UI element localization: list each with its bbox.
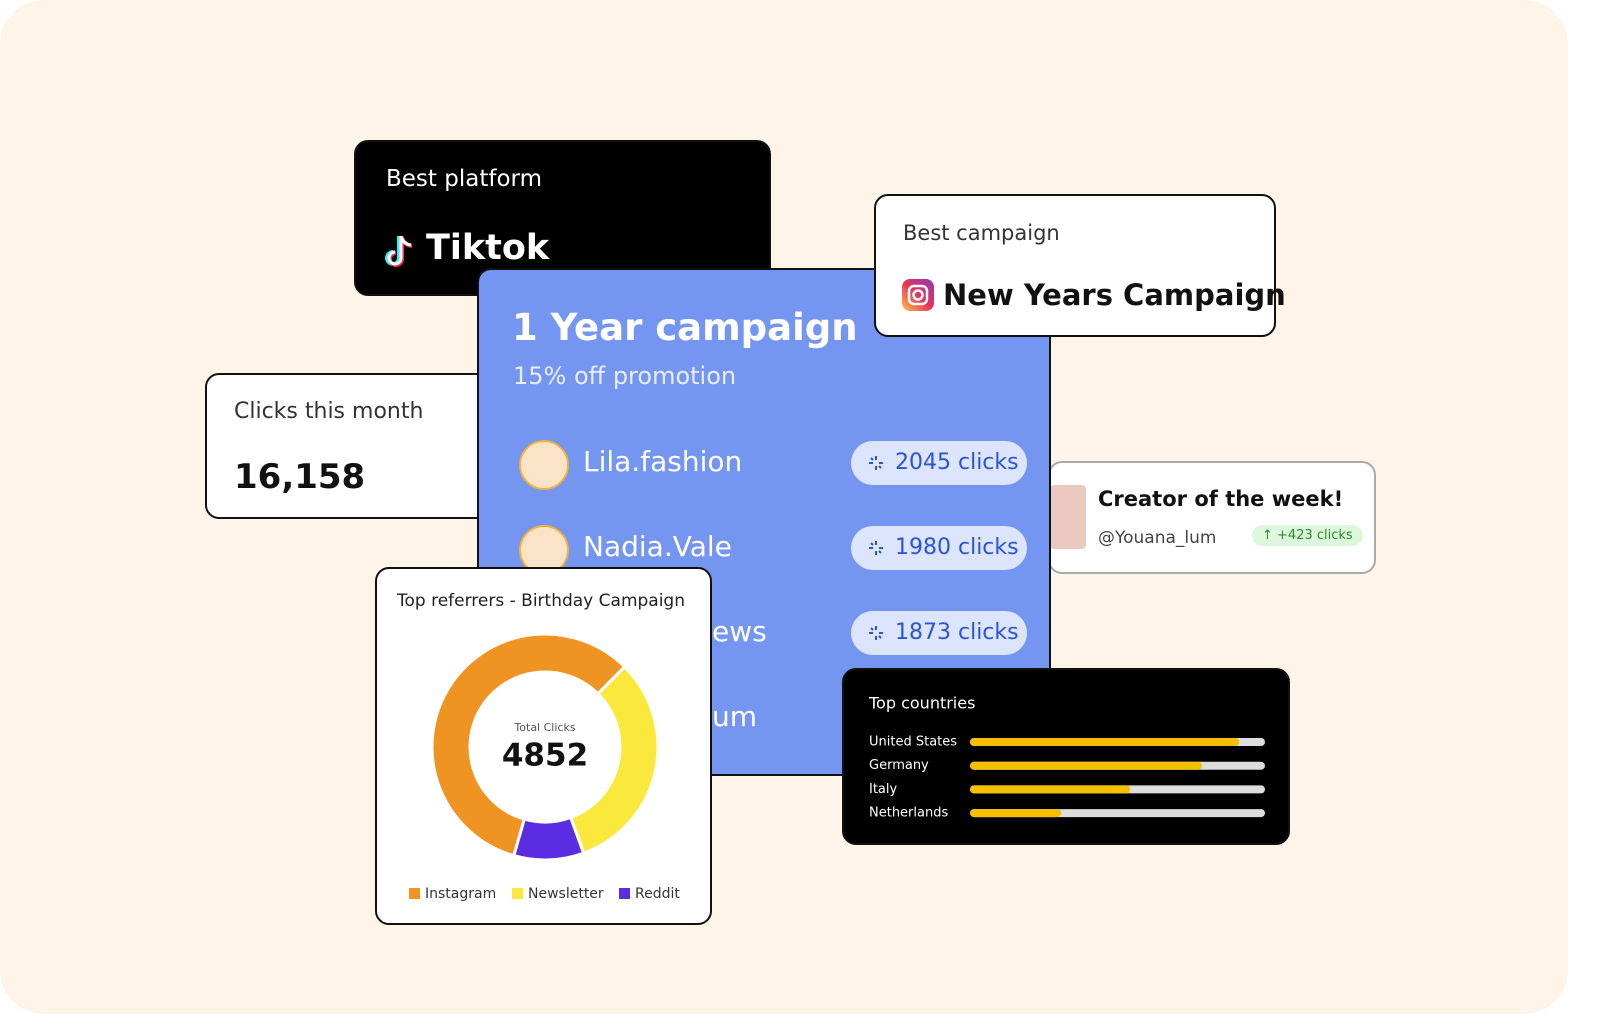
campaign-subtitle: 15% off promotion (513, 362, 737, 390)
legend-label: Reddit (635, 886, 680, 902)
legend-swatch (409, 888, 420, 899)
label: Clicks this month (234, 399, 424, 424)
creator-card: Creator of the week! @Youana_lum ↑ +423 … (1048, 461, 1376, 574)
legend-swatch (619, 888, 630, 899)
donut-segment (430, 632, 627, 858)
y-tick-label: Italy (869, 782, 898, 797)
platform-name: Tiktok (426, 228, 550, 268)
label: Best platform (386, 166, 542, 192)
clicks-pill: 2045 clicks (851, 441, 1027, 485)
bar-chart: Top countries United States Germany Italy Ne… (868, 694, 1265, 821)
chart-title: Top referrers - Birthday Campaign (396, 591, 685, 611)
clicks-card: Clicks this month 16,158 (205, 373, 495, 519)
clicks: 1873 clicks (895, 620, 1019, 645)
donut-segment (568, 664, 660, 856)
creator-name: Lila.fashion (583, 445, 743, 478)
icon (869, 626, 883, 640)
countries-card: Top countries United States Germany Italy Ne… (842, 668, 1290, 845)
legend-swatch (512, 888, 523, 899)
best-campaign-card: Best campaign New Years Campaign (874, 194, 1286, 337)
clicks: 1980 clicks (895, 535, 1019, 560)
campaign-title: 1 Year campaign (512, 306, 858, 349)
icon (869, 456, 883, 470)
legend-label: Instagram (425, 886, 496, 902)
donut-segment (511, 815, 586, 862)
clicks-pill: 1980 clicks (851, 526, 1027, 570)
clicks-value: 16,158 (234, 457, 366, 497)
y-tick-label: Netherlands (869, 806, 948, 821)
avatar (519, 525, 569, 575)
donut-chart: Top referrers - Birthday Campaign Total C… (396, 591, 685, 902)
center-label: Total Clicks (513, 721, 575, 734)
creator-name: ews (712, 615, 767, 648)
legend-label: Newsletter (528, 886, 604, 902)
creator-name: Nadia.Vale (583, 530, 732, 563)
label: Best campaign (903, 221, 1060, 245)
center-value: 4852 (502, 738, 588, 774)
avatar (519, 440, 569, 490)
creator-name: um (712, 700, 758, 733)
creator-badge: ↑ +423 clicks (1252, 525, 1363, 546)
creator-photo (1050, 485, 1086, 549)
instagram-icon (902, 279, 934, 311)
chart-title: Top countries (868, 694, 975, 713)
referrers-card: Top referrers - Birthday Campaign Total C… (375, 567, 712, 925)
creator-title: Creator of the week! (1098, 487, 1344, 511)
campaign-name: New Years Campaign (943, 278, 1286, 312)
clicks: 2045 clicks (895, 450, 1019, 475)
clicks-pill: 1873 clicks (851, 611, 1027, 655)
y-tick-label: Germany (869, 758, 929, 773)
creator-handle: @Youana_lum (1098, 528, 1217, 548)
tiktok-icon (385, 235, 413, 267)
icon (869, 541, 883, 555)
y-tick-label: United States (869, 735, 957, 750)
